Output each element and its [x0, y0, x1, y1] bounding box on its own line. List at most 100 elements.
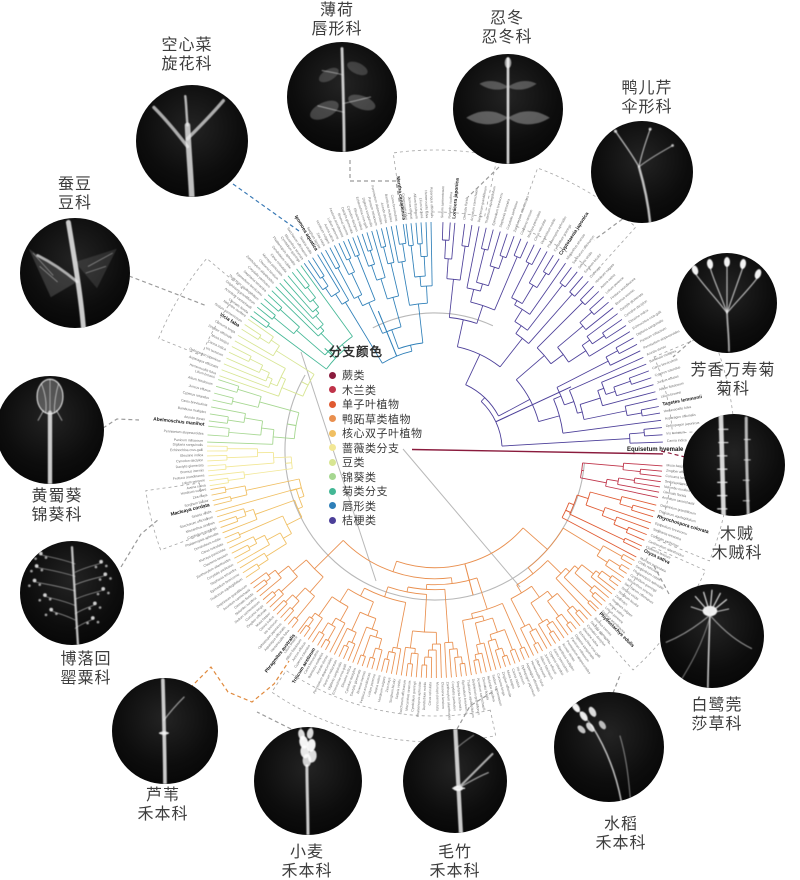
photo-label-rendong: 忍冬 忍冬科 [442, 9, 572, 47]
leaf-label: Nelumbo nucifera [664, 485, 691, 493]
legend-item-4: 核心双子叶植物 [329, 426, 423, 441]
clade-asterids [250, 265, 353, 370]
leaf-label: Hordeum vulgare [180, 487, 206, 495]
leaf-label: Eleusine indica [340, 665, 352, 688]
plant-family: 伞形科 [621, 99, 673, 116]
photo-label-maozhu: 毛竹 禾本科 [390, 843, 520, 880]
leaf-label: Nelumbo nucifera [486, 675, 496, 702]
leaf-label: Dactylis glomerata [176, 463, 204, 469]
branch-color-legend: 分支颜色 蕨类 木兰类 单子叶植物 鸭跖草类植物 核心双子叶植物 蔷薇类分支 豆类 锦葵类 菊类… [329, 341, 423, 528]
connector-candou [128, 275, 208, 307]
leaf-label: Zea mays [316, 232, 327, 247]
leaf-label: Juncus effusus [407, 197, 413, 220]
clade-core-eudicots [210, 478, 305, 578]
plant-family: 禾本科 [429, 863, 481, 880]
legend-item-label: 蔷薇类分支 [342, 442, 400, 455]
legend-item-label: 木兰类 [342, 384, 377, 397]
leaf-label: Aconitum carmichaelii [476, 678, 486, 711]
photo-yaerqin [591, 121, 693, 223]
leaf-label: Clausena lansium [441, 682, 446, 709]
xray-plant-illustration [310, 47, 376, 152]
leaf-label: Cyperus rotundus [182, 390, 209, 400]
sector-outline-shuidao [593, 546, 706, 671]
leaf-label: Avena sativa [373, 675, 381, 695]
leaf-label: Iris tectorum [516, 666, 526, 685]
photo-bailuwan [660, 584, 764, 688]
leaf-label: Lilium brownii [195, 369, 216, 379]
plant-family: 唇形科 [311, 21, 363, 38]
plant-family: 豆科 [57, 195, 92, 212]
tree-clades [207, 222, 663, 678]
photo-label-huangshukui: 黄蜀葵 锦葵科 [0, 487, 122, 525]
leaf-label: Dendrobium nobile [422, 682, 427, 711]
leaf-label: Cymbidium goeringii [410, 681, 417, 712]
xray-plant-illustration [613, 127, 675, 223]
photo-label-shuidao: 水稻 禾本科 [556, 815, 686, 853]
leaf-label: Carex breviculmis [181, 398, 209, 407]
clade-malvids [207, 379, 300, 445]
photo-rendong [453, 54, 563, 164]
xray-plant-illustration [158, 678, 185, 784]
plant-name: 黄蜀葵 [31, 488, 83, 505]
legend-color-dot [329, 400, 336, 408]
photo-luwei [112, 678, 218, 784]
leaf-label: Arundo donax [380, 202, 388, 224]
clade-monocots [561, 491, 657, 558]
plant-name: 木贼 [719, 526, 754, 543]
legend-color-dot [329, 458, 336, 466]
leaf-label: Setaria viridis [191, 510, 212, 519]
leaf-label: Citrus reticulata [428, 682, 432, 706]
leaf-label: Asparagus officinalis [429, 187, 434, 218]
leaf-label: Eleusine indica [180, 453, 203, 458]
connector-boluohui [120, 518, 160, 568]
backbone-wedge-line-0 [402, 448, 521, 588]
connector-maozhu [456, 688, 498, 730]
photo-label-muzei: 木贼 木贼科 [672, 525, 800, 563]
plant-name: 蚕豆 [57, 176, 92, 193]
legend-item-5: 蔷薇类分支 [329, 441, 423, 456]
xray-plant-illustration [691, 257, 762, 352]
sector-outline-yaerqin [515, 167, 637, 274]
leaf-label: Iris tectorum [205, 346, 224, 357]
legend-title: 分支颜色 [329, 345, 384, 359]
sector-outline-xiaomai [271, 669, 497, 743]
leaf-label: Clematis florida [462, 196, 469, 220]
xray-plant-illustration [466, 57, 550, 164]
photo-maozhu [403, 729, 507, 833]
xray-plant-illustration [152, 94, 226, 197]
leaf-label: Canna indica [511, 668, 521, 688]
xray-plant-illustration [717, 414, 751, 516]
leaf-label: Avena sativa [186, 483, 206, 490]
photo-boluohui [20, 541, 124, 645]
photo-label-wanshouju: 芳香万寿菊 菊科 [668, 361, 798, 399]
legend-item-label: 鸭跖草类植物 [342, 413, 411, 426]
plant-name: 芳香万寿菊 [690, 362, 776, 379]
photo-label-candou: 蚕豆 豆科 [10, 175, 140, 213]
leaf-label: Sedum sarmentosum [665, 479, 698, 487]
legend-item-label: 豆类 [342, 457, 365, 470]
photo-label-yaerqin: 鸭儿芹 伞形科 [582, 79, 712, 117]
photo-candou [20, 218, 130, 328]
legend-item-7: 锦葵类 [329, 470, 423, 485]
leaf-label: Hemerocallis fulva [424, 190, 429, 218]
legend-color-dot [329, 371, 336, 379]
leaf-label: Murraya paniculata [435, 682, 439, 711]
plant-name: 小麦 [289, 844, 324, 861]
photo-label-bailuwan: 白鹭莞 莎草科 [652, 696, 782, 734]
leaf-label: Digitaria sanguinalis [173, 442, 204, 447]
plant-name: 博落回 [60, 651, 112, 668]
photo-shuidao [554, 692, 664, 802]
photo-label-boluohui: 博落回 罂粟科 [21, 650, 151, 688]
connector-bohe [349, 160, 401, 207]
family-sector-outlines [145, 149, 735, 743]
leaf-label: Iris tectorum [666, 430, 685, 435]
leaf-label: Aconitum carmichaelii [470, 188, 479, 221]
legend-item-label: 菊类分支 [342, 486, 388, 499]
clade-rosids [207, 445, 293, 487]
leaf-label: Zingiber officinale [666, 469, 693, 475]
leaf-label: Cynodon dactylon [176, 458, 203, 463]
leaf-label: Curcuma longa [665, 474, 688, 481]
leaf-label: Thalictrum aquilegiifolium [466, 679, 475, 718]
legend-item-label: 桔梗类 [342, 515, 377, 528]
leaf-label: Setaria viridis [395, 679, 402, 700]
